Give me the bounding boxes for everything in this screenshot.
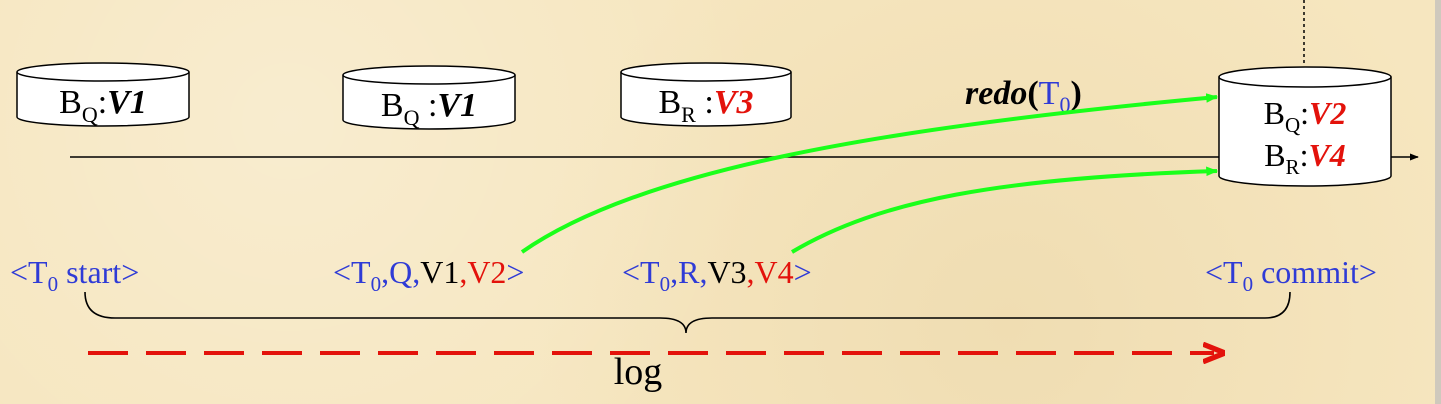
log-record-r: <T0,R,V3,V4> [622, 254, 812, 296]
redo-arrow-r [790, 166, 1219, 254]
buffer-label-1: BQ:V1 [59, 84, 147, 127]
redo-arrow-q [520, 93, 1219, 254]
log-label: log [614, 351, 663, 393]
buffer-cylinder-1: BQ:V1 [16, 62, 190, 127]
log-record-start: <T0 start> [10, 254, 139, 296]
log-brace [84, 291, 1291, 334]
buffer-cylinder-2: BQ :V1 [342, 65, 516, 130]
log-record-commit: <T0 commit> [1205, 254, 1377, 296]
disk-cylinder: BQ:V2 BR:V4 [1218, 66, 1392, 187]
redo-label: redo(T0) [965, 75, 1082, 117]
right-border [1435, 0, 1441, 404]
buffer-label-2: BQ :V1 [381, 87, 477, 130]
buffer-label-3: BR :V3 [658, 84, 753, 127]
buffer-cylinder-3: BR :V3 [620, 62, 792, 127]
log-record-q: <T0,Q,V1,V2> [333, 254, 524, 296]
disk-label-q: BQ:V2 [1264, 95, 1347, 137]
disk-label-r: BR:V4 [1264, 137, 1346, 179]
